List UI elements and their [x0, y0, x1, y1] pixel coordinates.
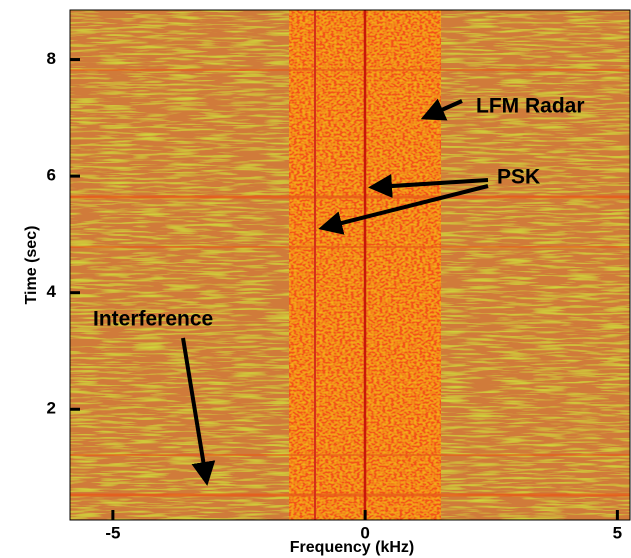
y-axis-label: Time (sec) — [23, 226, 40, 305]
x-tick-label: -5 — [105, 523, 120, 542]
y-tick-label: 8 — [47, 49, 56, 68]
plot-frame — [69, 9, 631, 521]
annotation: PSK — [497, 166, 540, 189]
annotation: LFM Radar — [476, 95, 585, 118]
spectrogram-image — [70, 10, 630, 520]
y-tick-label: 4 — [47, 282, 57, 301]
x-tick-label: 5 — [613, 523, 622, 542]
y-tick-label: 2 — [47, 399, 56, 418]
annotation: Interference — [93, 308, 213, 331]
x-tick-label: 0 — [360, 523, 369, 542]
x-axis-label: Frequency (kHz) — [290, 539, 414, 556]
y-tick-label: 6 — [47, 166, 56, 185]
annotation-arrows — [181, 98, 489, 486]
